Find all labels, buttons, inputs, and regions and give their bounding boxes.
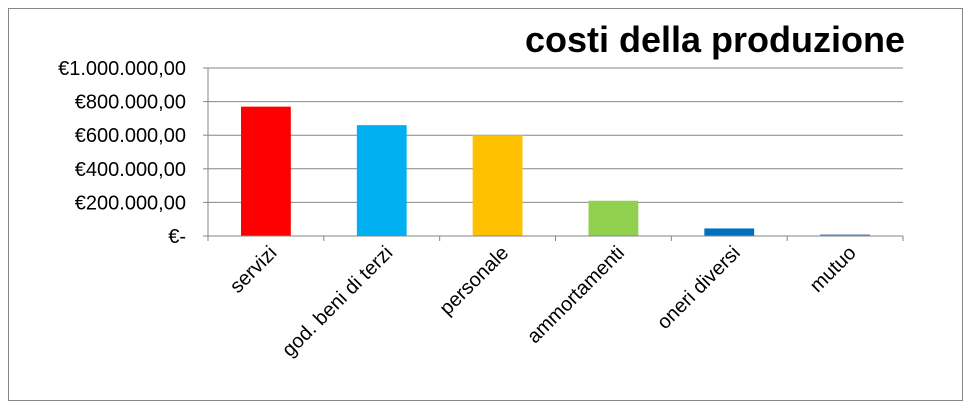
bar-personale [472, 135, 523, 236]
axes [203, 67, 904, 241]
chart-title: costi della produzione [525, 19, 905, 60]
x-tick-label: god. beni di terzi [278, 242, 397, 361]
x-tick-label: servizi [226, 242, 282, 298]
x-tick-label: personale [435, 242, 513, 320]
x-tick-label: oneri diversi [653, 242, 745, 334]
bar-oneri-diversi [704, 228, 755, 236]
y-tick-label: €400.000,00 [75, 159, 186, 181]
y-tick-labels: €- €200.000,00 €400.000,00 €600.000,00 €800.… [58, 58, 186, 248]
bar-ammortamenti [588, 200, 639, 236]
x-tick-label: mutuo [806, 242, 861, 297]
bar-mutuo [820, 234, 870, 236]
bar-god-beni-di-terzi [356, 125, 407, 236]
y-tick-label: €- [168, 226, 186, 248]
y-tick-label: €800.000,00 [75, 92, 186, 114]
x-tick-label: ammortamenti [523, 242, 629, 348]
y-tick-label: €1.000.000,00 [58, 58, 186, 80]
y-tick-label: €200.000,00 [75, 192, 186, 214]
y-tick-label: €600.000,00 [75, 125, 186, 147]
bars [241, 106, 870, 236]
bar-servizi [241, 106, 291, 236]
gridlines [208, 67, 903, 203]
